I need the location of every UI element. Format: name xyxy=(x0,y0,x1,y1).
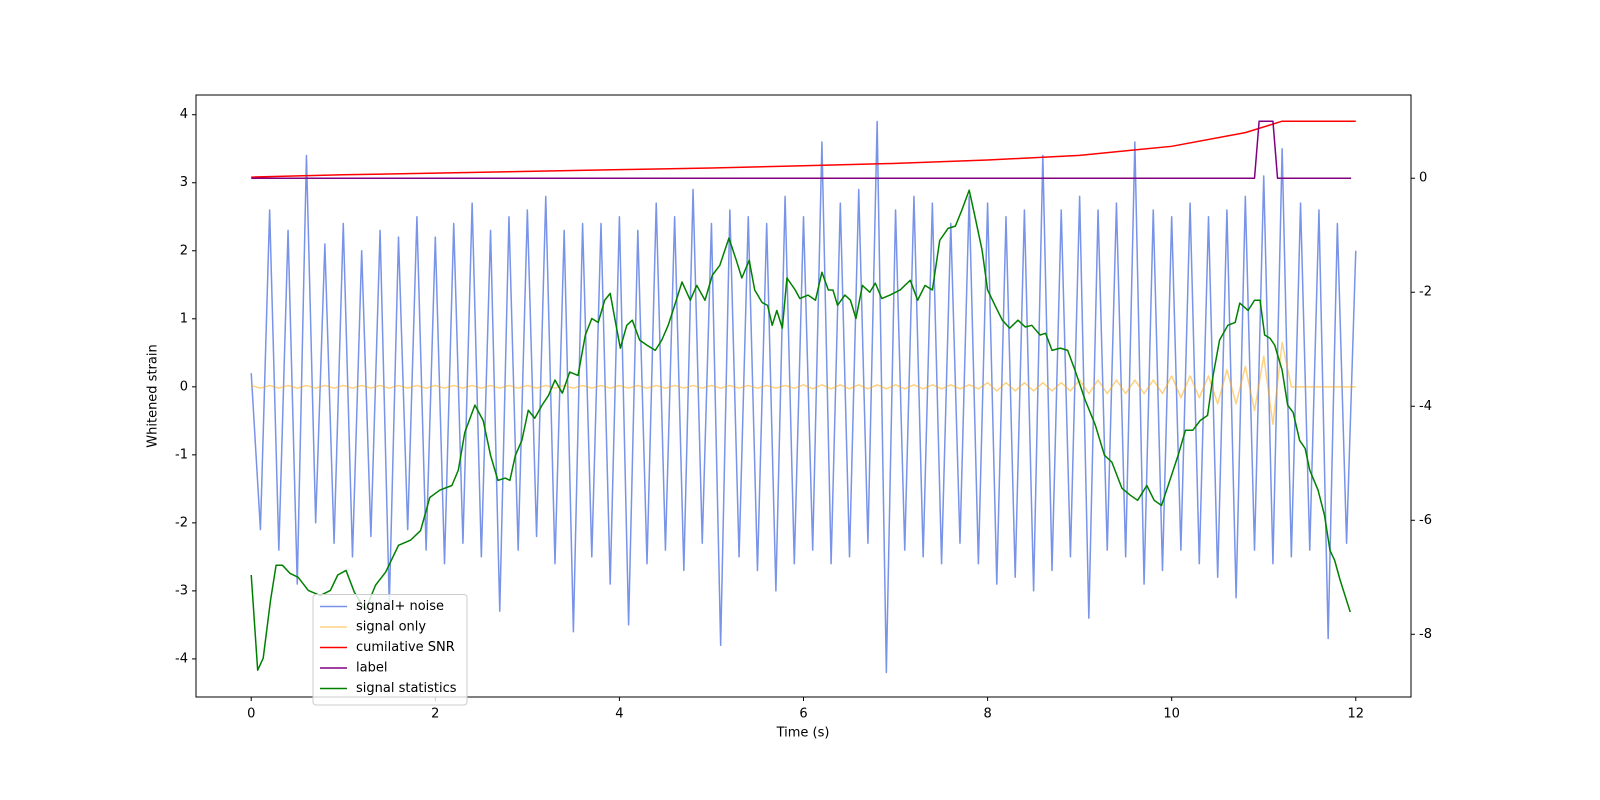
x-tick-label: 8 xyxy=(983,707,991,722)
y2-tick-label: -4 xyxy=(1419,399,1432,414)
legend-box xyxy=(312,594,468,706)
y-tick-label: 1 xyxy=(180,311,188,326)
y-tick-label: -4 xyxy=(175,651,188,666)
series-line xyxy=(250,189,1351,671)
y-tick-label: 3 xyxy=(180,175,188,190)
series-line xyxy=(251,120,1352,179)
x-tick-label: 12 xyxy=(1347,707,1364,722)
y-tick-label: -2 xyxy=(175,515,188,530)
y-tick-label: 0 xyxy=(180,379,188,394)
x-tick-label: 2 xyxy=(431,707,439,722)
y-tick-label: 2 xyxy=(180,243,188,258)
x-tick-label: 0 xyxy=(247,707,255,722)
y2-tick-label: -2 xyxy=(1419,285,1432,300)
y2-tick-label: -8 xyxy=(1419,627,1432,642)
y-tick-label: -1 xyxy=(175,447,188,462)
legend-label: signal+ noise xyxy=(356,599,444,614)
x-axis-label: Time (s) xyxy=(776,726,830,741)
x-tick-label: 6 xyxy=(799,707,807,722)
legend-label: label xyxy=(356,661,387,676)
plot-area xyxy=(250,120,1357,674)
series-line xyxy=(251,341,1356,425)
y2-tick-label: -6 xyxy=(1419,513,1432,528)
y2-tick-label: 0 xyxy=(1419,171,1427,186)
y-axis-label: Whitened strain xyxy=(146,344,161,447)
y-tick-label: 4 xyxy=(180,107,188,122)
legend-label: signal statistics xyxy=(356,681,457,696)
y-tick-label: -3 xyxy=(175,583,188,598)
legend-label: cumilative SNR xyxy=(356,640,455,655)
legend-label: signal only xyxy=(356,620,426,635)
series-line xyxy=(251,120,1356,178)
x-tick-label: 4 xyxy=(615,707,623,722)
x-tick-label: 10 xyxy=(1163,707,1180,722)
series-line xyxy=(250,120,1357,674)
